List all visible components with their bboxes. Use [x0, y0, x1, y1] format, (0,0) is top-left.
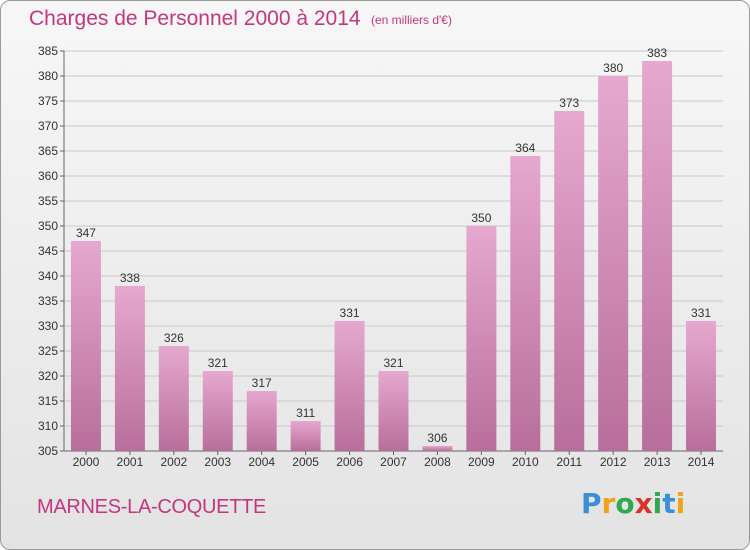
- y-tick-label: 365: [38, 144, 58, 158]
- y-tick-label: 375: [38, 94, 58, 108]
- bar: [202, 371, 233, 451]
- logo-letter: i: [652, 487, 663, 520]
- x-tick-label: 2007: [380, 455, 407, 469]
- y-tick-label: 305: [38, 444, 58, 458]
- x-tick-label: 2010: [512, 455, 539, 469]
- y-tick-label: 335: [38, 294, 58, 308]
- x-tick-label: 2011: [556, 455, 582, 469]
- bar: [378, 371, 409, 451]
- x-tick-label: 2013: [644, 455, 671, 469]
- data-label: 306: [427, 431, 447, 445]
- y-tick-label: 355: [38, 194, 58, 208]
- chart-subtitle: (en milliers d'€): [371, 13, 452, 27]
- data-label: 380: [603, 61, 623, 75]
- data-label: 317: [252, 376, 272, 390]
- bar: [686, 321, 717, 451]
- data-label: 321: [383, 356, 403, 370]
- data-label: 331: [340, 306, 360, 320]
- data-label: 338: [120, 271, 140, 285]
- bar: [70, 241, 101, 451]
- y-tick-label: 330: [38, 319, 58, 333]
- x-tick-label: 2001: [117, 455, 144, 469]
- x-tick-label: 2009: [468, 455, 495, 469]
- bar: [422, 446, 453, 451]
- y-tick-label: 325: [38, 344, 58, 358]
- bar: [290, 421, 321, 451]
- y-tick-label: 360: [38, 169, 58, 183]
- data-label: 326: [164, 331, 184, 345]
- data-label: 373: [559, 96, 579, 110]
- data-label: 311: [296, 406, 315, 420]
- data-label: 364: [515, 141, 535, 155]
- bar: [246, 391, 277, 451]
- bars: [70, 61, 717, 451]
- logo-letter: i: [675, 487, 686, 520]
- x-tick-label: 2002: [160, 455, 187, 469]
- x-tick-label: 2000: [73, 455, 100, 469]
- commune-name: MARNES-LA-COQUETTE: [37, 496, 267, 518]
- y-tick-label: 345: [38, 244, 58, 258]
- y-tick-label: 380: [38, 69, 58, 83]
- bar: [642, 61, 673, 451]
- bar: [114, 286, 145, 451]
- y-tick-label: 315: [38, 394, 58, 408]
- logo-letter: P: [581, 487, 602, 520]
- data-label: 383: [647, 46, 667, 60]
- data-label: 350: [471, 211, 491, 225]
- x-tick-label: 2008: [424, 455, 451, 469]
- logo-letter: t: [662, 487, 676, 520]
- bar: [554, 111, 585, 451]
- y-tick-label: 385: [38, 44, 58, 58]
- bar: [334, 321, 365, 451]
- x-tick-label: 2003: [204, 455, 231, 469]
- data-label: 347: [76, 226, 96, 240]
- y-tick-label: 350: [38, 219, 58, 233]
- logo-letter: x: [634, 487, 653, 520]
- x-tick-label: 2004: [248, 455, 275, 469]
- data-label: 331: [691, 306, 711, 320]
- y-tick-label: 320: [38, 369, 58, 383]
- bar: [158, 346, 189, 451]
- y-tick-label: 340: [38, 269, 58, 283]
- logo-letter: o: [615, 487, 635, 520]
- x-tick-label: 2006: [336, 455, 363, 469]
- logo-letter: r: [601, 487, 616, 520]
- bar: [598, 76, 629, 451]
- data-label: 321: [208, 356, 228, 370]
- y-tick-label: 310: [38, 419, 58, 433]
- y-tick-label: 370: [38, 119, 58, 133]
- labels: 305 310 315 320 325 330 335 340 345 350 355 360 365 3…: [38, 44, 715, 469]
- proxiti-logo: Proxiti: [581, 487, 685, 520]
- x-tick-label: 2005: [292, 455, 319, 469]
- x-tick-label: 2012: [600, 455, 627, 469]
- bar: [466, 226, 497, 451]
- chart-title: Charges de Personnel 2000 à 2014: [29, 7, 361, 30]
- bar: [510, 156, 541, 451]
- x-tick-label: 2014: [688, 455, 715, 469]
